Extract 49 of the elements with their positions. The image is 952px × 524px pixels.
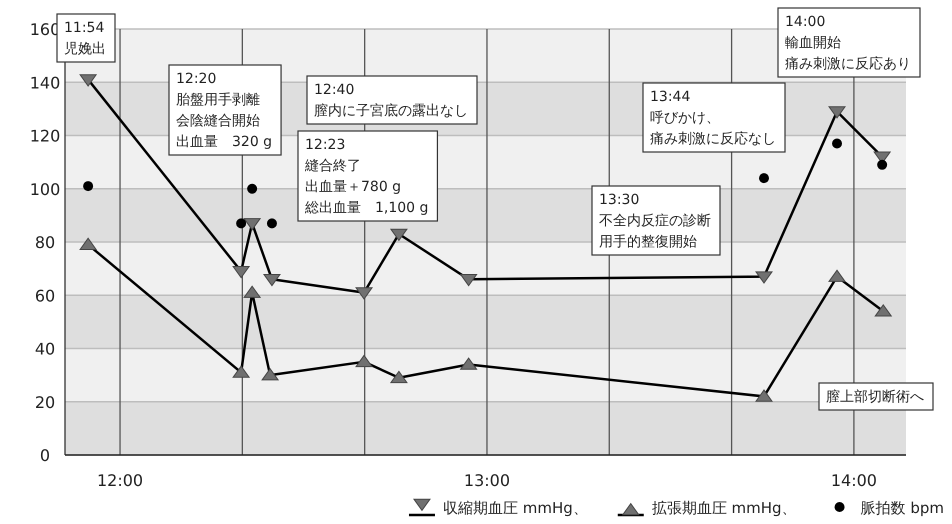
- annotation: 11:54 児娩出: [56, 13, 116, 63]
- annotation: 14:00 輸血開始 痛み刺激に反応あり: [777, 7, 921, 78]
- annotation: 14:00: [785, 14, 826, 30]
- annotation: 13:30: [599, 192, 640, 208]
- annotation: 用手的整復開始: [599, 234, 697, 250]
- point: [266, 218, 277, 228]
- annotation: 痛み刺激に反応あり: [785, 56, 911, 72]
- annotation: 出血量＋780 g: [305, 179, 402, 195]
- y-tick-label: 40: [34, 340, 56, 358]
- annotation: 呼びかけ、: [650, 110, 720, 126]
- annotation: 胎盤用手剥離: [176, 92, 260, 108]
- annotation: 12:20: [176, 71, 216, 87]
- annotation: 会陰縫合開始: [176, 113, 260, 129]
- y-tick-label: 80: [34, 233, 56, 252]
- annotation: 12:23: [305, 137, 346, 153]
- x-tick-label: 14:00: [830, 471, 877, 490]
- annotation: 13:44 呼びかけ、 痛み刺激に反応なし: [642, 82, 786, 153]
- y-tick-label: 140: [30, 73, 60, 92]
- legend-label: 拡張期血圧 mmHg、: [652, 499, 797, 517]
- x-tick-label: 13:00: [464, 471, 510, 490]
- legend-label: 脈拍数 bpm: [860, 499, 944, 517]
- annotation: 12:40 膣内に子宮底の露出なし: [306, 75, 478, 125]
- annotation: 輸血開始: [785, 35, 841, 51]
- annotation: 縫合終了: [304, 158, 361, 174]
- annotation: 12:40: [314, 82, 354, 98]
- x-tick-label: 12:00: [96, 471, 144, 490]
- point: [759, 173, 769, 184]
- annotation: 児娩出: [64, 41, 106, 57]
- point: [247, 184, 258, 194]
- annotation: 11:54: [64, 20, 104, 36]
- annotation: 不全内反症の診断: [599, 213, 711, 229]
- annotation: 膣上部切断術へ: [818, 382, 934, 411]
- point: [832, 138, 842, 148]
- y-tick-label: 100: [30, 180, 60, 199]
- annotation: 出血量 320 g: [176, 134, 272, 150]
- annotation: 膣内に子宮底の露出なし: [314, 103, 468, 119]
- legend-label: 収縮期血圧 mmHg、: [442, 499, 588, 517]
- annotation: 総出血量 1,100 g: [304, 200, 428, 216]
- annotation: 膣上部切断術へ: [826, 389, 924, 405]
- point: [236, 218, 246, 228]
- annotation: 13:30 不全内反症の診断 用手的整復開始: [591, 185, 721, 256]
- annotation: 痛み刺激に反応なし: [650, 131, 776, 147]
- y-tick-label: 20: [34, 392, 56, 412]
- point: [877, 160, 888, 170]
- y-tick-label: 120: [30, 126, 60, 146]
- annotation: 13:44: [650, 89, 690, 105]
- y-tick-label: 60: [34, 286, 56, 306]
- point: [83, 181, 94, 192]
- y-tick-label: 0: [40, 446, 50, 465]
